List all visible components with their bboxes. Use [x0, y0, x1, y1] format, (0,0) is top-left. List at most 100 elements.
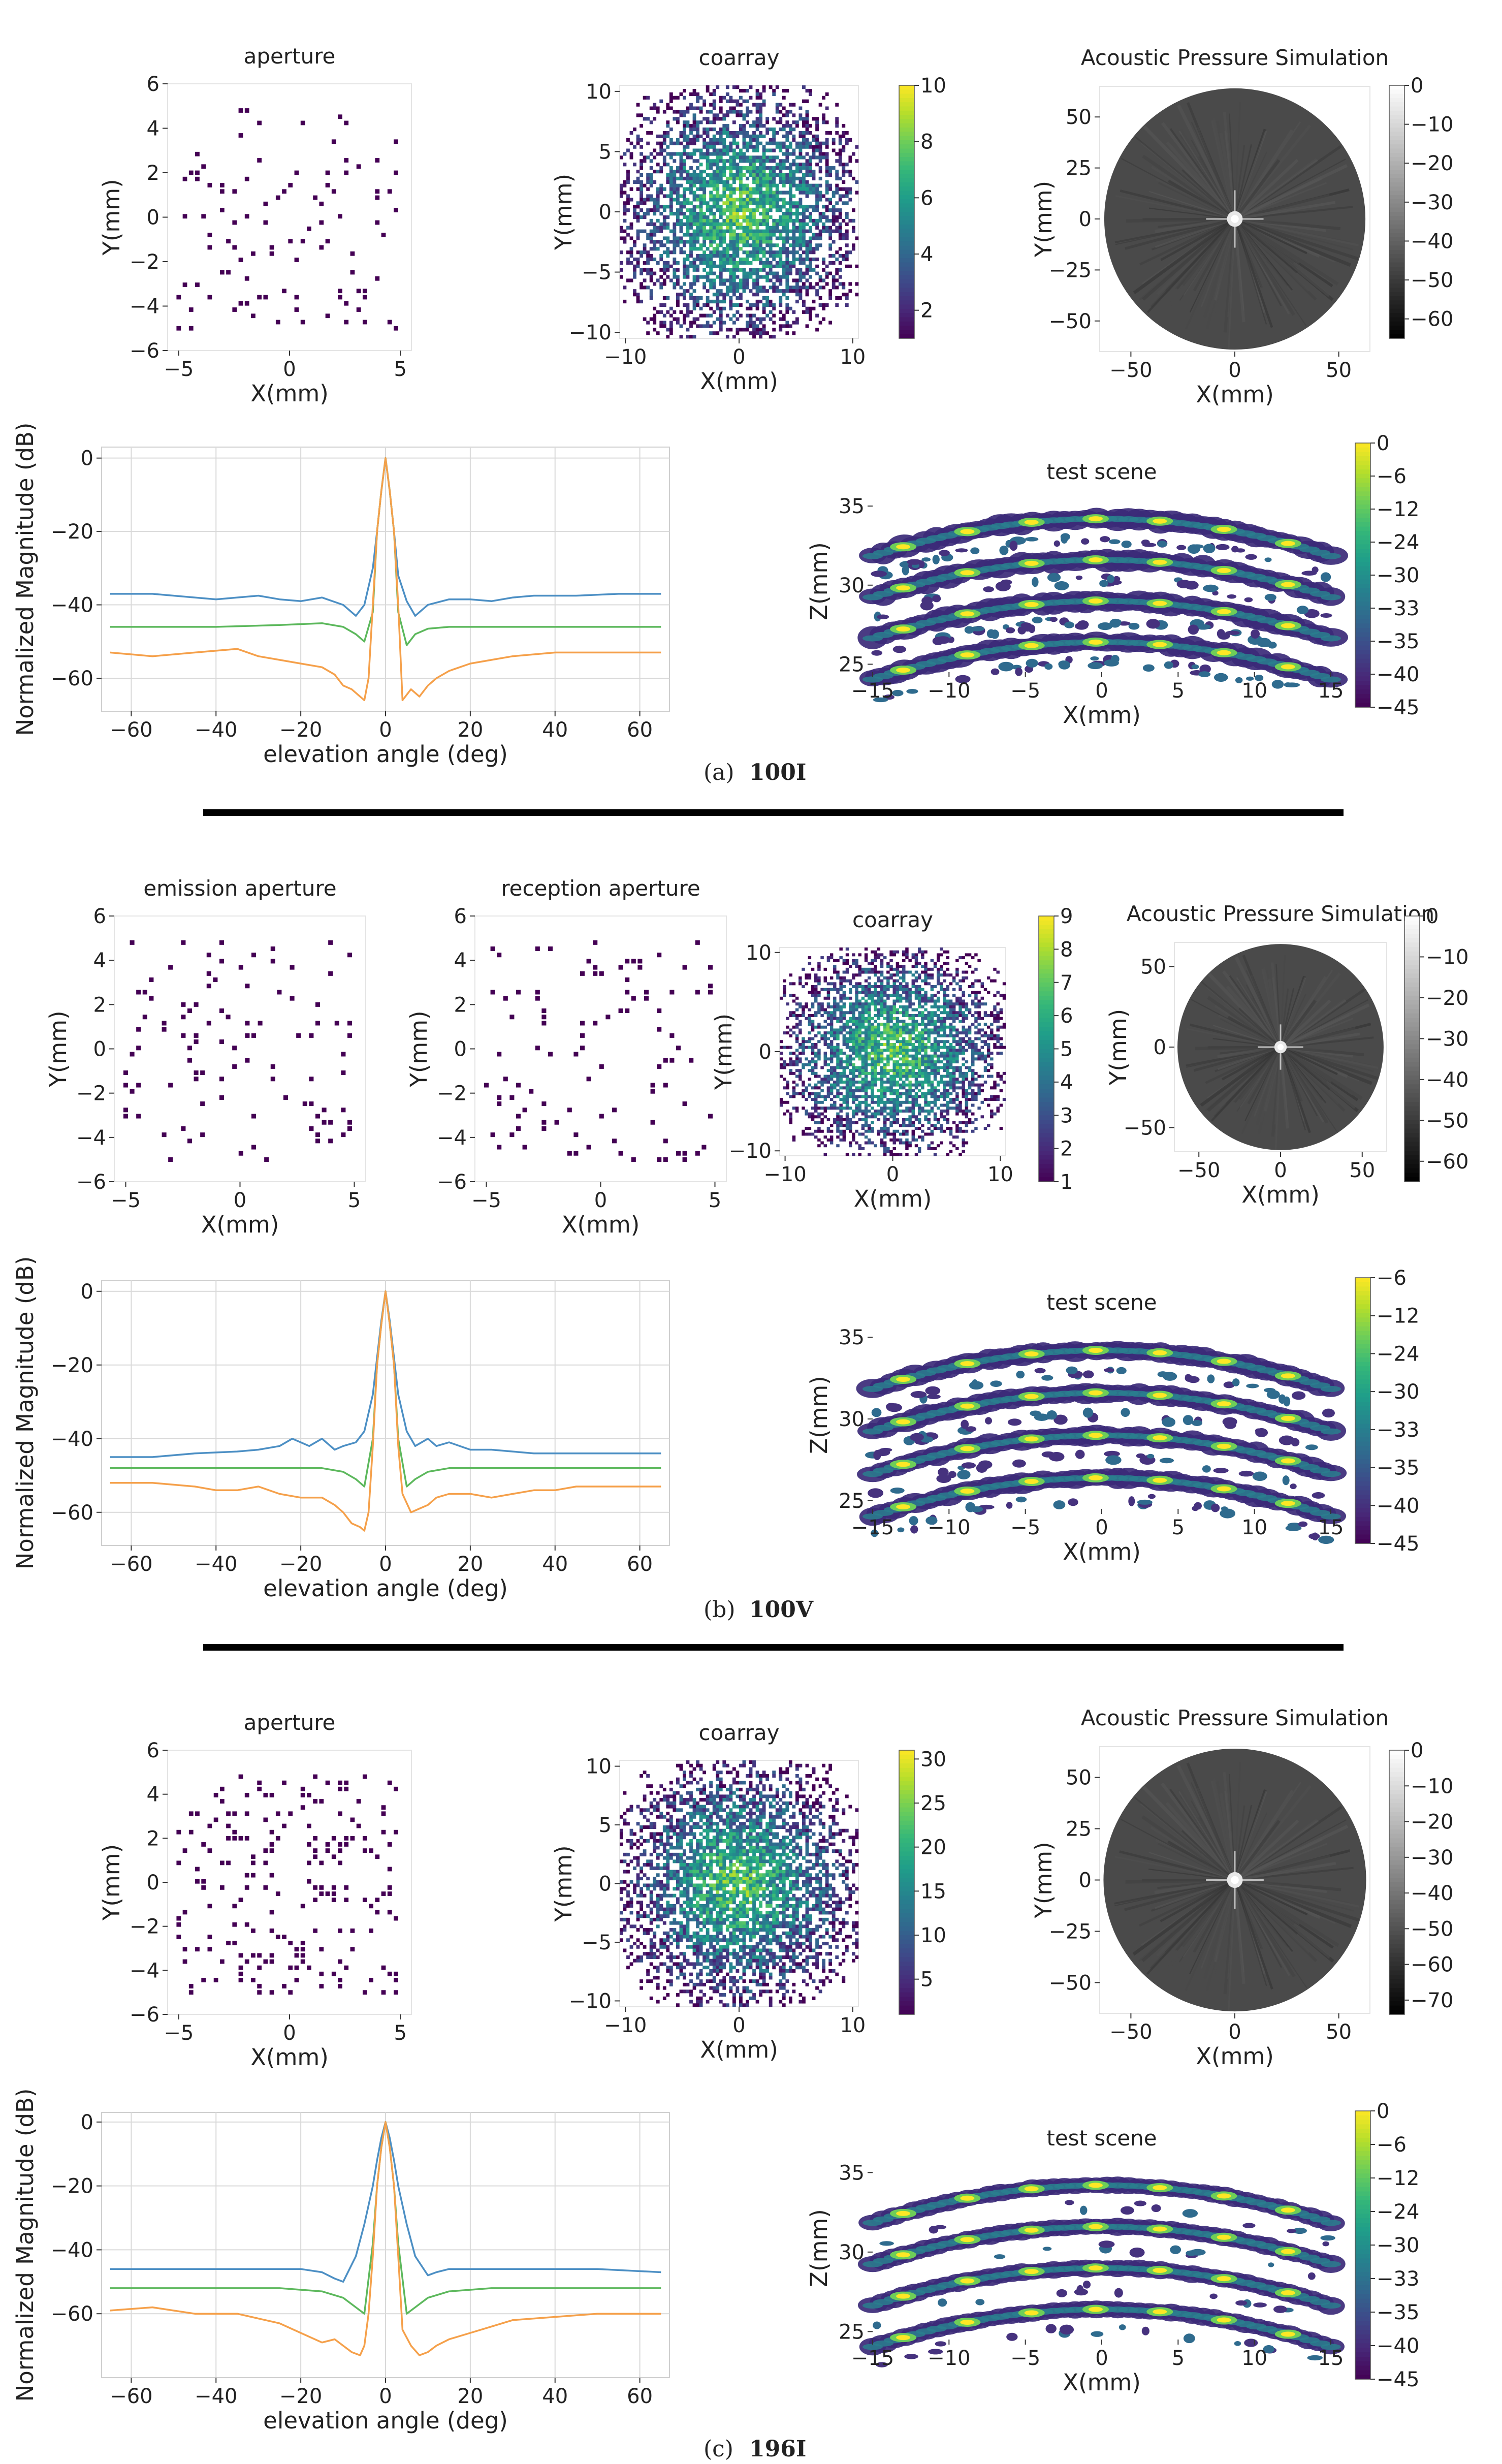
- aperture-element: [375, 276, 380, 281]
- coarray-cell: [729, 187, 733, 191]
- chart-title: Acoustic Pressure Simulation: [1081, 45, 1389, 70]
- coarray-cell: [686, 201, 690, 205]
- coarray-cell: [646, 198, 650, 202]
- coarray-cell: [676, 183, 680, 187]
- coarray-cell: [836, 1005, 840, 1008]
- coarray-cell: [759, 335, 762, 339]
- coarray-cell: [874, 956, 877, 960]
- coarray-cell: [861, 1060, 865, 1064]
- coarray-cell: [814, 1075, 818, 1078]
- coarray-cell: [759, 110, 762, 114]
- colorbar-tick-label: −40: [1377, 663, 1419, 686]
- colorbar-segment: [1355, 623, 1370, 628]
- coarray-cell: [833, 1052, 837, 1055]
- coarray-cell: [805, 124, 809, 128]
- coarray-cell: [868, 1040, 871, 1044]
- coarray-cell: [623, 218, 627, 223]
- coarray-cell: [653, 103, 657, 107]
- coarray-cell: [755, 254, 759, 258]
- coarray-cell: [815, 128, 819, 132]
- coarray-cell: [662, 134, 666, 139]
- coarray-cell: [716, 180, 720, 184]
- coarray-cell: [845, 1153, 849, 1156]
- coarray-cell: [871, 1052, 874, 1055]
- coarray-cell: [659, 187, 663, 191]
- coarray-cell: [640, 194, 643, 198]
- coarray-cell: [629, 250, 633, 255]
- coarray-cell: [785, 271, 789, 275]
- coarray-cell: [699, 183, 703, 187]
- coarray-cell: [802, 282, 806, 286]
- coarray-cell: [812, 208, 816, 212]
- aperture-element: [244, 176, 249, 181]
- coarray-cell: [673, 247, 677, 251]
- aperture-element: [219, 183, 225, 187]
- coarray-cell: [765, 191, 770, 195]
- coarray-cell: [772, 148, 776, 152]
- aperture-element: [708, 990, 713, 995]
- coarray-cell: [812, 233, 816, 237]
- coarray-cell: [833, 1017, 837, 1020]
- coarray-cell: [811, 1049, 815, 1052]
- coarray-cells: [780, 947, 1006, 1156]
- x-tick-label: 20: [457, 718, 483, 742]
- coarray-cell: [732, 257, 736, 262]
- coarray-cell: [716, 243, 720, 247]
- caption-a: (a) 100I: [704, 760, 806, 785]
- coarray-cell: [845, 967, 849, 971]
- coarray-cell: [868, 1127, 871, 1130]
- coarray-cell: [848, 1031, 852, 1035]
- coarray-cell: [746, 233, 749, 237]
- coarray-cell: [828, 173, 833, 177]
- coarray-cell: [709, 103, 713, 107]
- coarray-cell: [729, 145, 733, 149]
- coarray-cell: [769, 170, 773, 174]
- coarray-cell: [842, 236, 846, 240]
- coarray-cell: [838, 222, 842, 226]
- speckle: [1264, 557, 1272, 562]
- coarray-cell: [762, 183, 766, 187]
- coarray-cell: [874, 994, 877, 997]
- coarray-cell: [786, 1046, 789, 1049]
- coarray-cell: [802, 967, 805, 971]
- coarray-cell: [828, 296, 833, 300]
- coarray-cell: [772, 257, 776, 262]
- coarray-cell: [809, 226, 812, 230]
- coarray-cell: [826, 1127, 830, 1130]
- coarray-cell: [656, 201, 660, 205]
- coarray-cell: [666, 264, 670, 268]
- coarray-cell: [689, 141, 693, 145]
- coarray-cell: [798, 187, 803, 191]
- coarray-cell: [780, 1040, 783, 1044]
- coarray-cell: [779, 148, 783, 152]
- coarray-cell: [716, 275, 720, 279]
- coarray-cell: [842, 170, 846, 174]
- aperture-element: [567, 1151, 572, 1156]
- coarray-cell: [656, 218, 660, 223]
- coarray-cell: [829, 1138, 834, 1142]
- coarray-cell: [832, 215, 836, 219]
- coarray-cell: [673, 110, 677, 114]
- coarray-cell: [788, 110, 792, 114]
- scatterer-peak: [1088, 598, 1103, 604]
- coarray-cell: [709, 191, 713, 195]
- coarray-cell: [689, 233, 693, 237]
- speckle: [1026, 658, 1038, 668]
- coarray-cell: [732, 250, 736, 255]
- coarray-cell: [802, 187, 806, 191]
- coarray-cell: [798, 278, 803, 282]
- coarray-cell: [845, 1092, 849, 1095]
- coarray-cell: [709, 278, 713, 282]
- coarray-cell: [683, 275, 686, 279]
- coarray-cell: [861, 1112, 865, 1116]
- coarray-cell: [779, 176, 783, 181]
- coarray-cell: [722, 278, 726, 282]
- coarray-cell: [620, 191, 623, 195]
- coarray-cell: [782, 113, 786, 117]
- coarray-cell: [755, 141, 759, 145]
- coarray-cell: [686, 271, 690, 275]
- coarray-cell: [712, 134, 716, 139]
- coarray-cell: [861, 1078, 865, 1081]
- coarray-cell: [842, 201, 846, 205]
- coarray-cell: [669, 194, 673, 198]
